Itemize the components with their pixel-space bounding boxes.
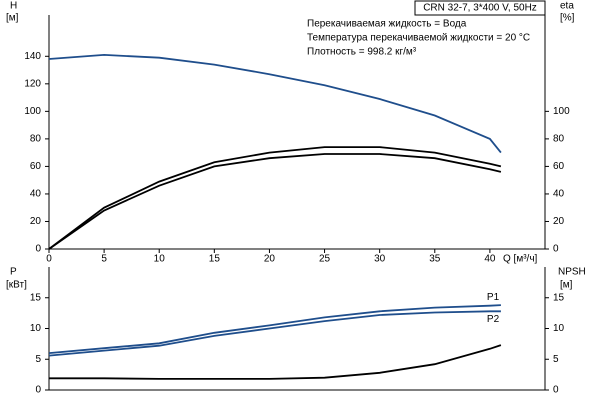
y-tick-label: 10	[30, 323, 42, 334]
x-tick-label: 35	[429, 254, 441, 265]
y2-unit: [м]	[560, 280, 573, 291]
y-tick-label: 0	[35, 244, 41, 255]
curve	[48, 304, 501, 354]
x-tick-label: 10	[154, 254, 166, 265]
y2-label: NPSH	[558, 267, 586, 278]
x-tick-label: 0	[46, 254, 52, 265]
y-label: H	[10, 1, 17, 12]
curve	[48, 310, 501, 357]
series-label: P2	[487, 314, 500, 325]
x-tick-label: 25	[319, 254, 331, 265]
curve	[48, 53, 502, 154]
x-tick-label: 15	[209, 254, 221, 265]
y-tick-label: 0	[35, 385, 41, 396]
y-tick-label: 5	[35, 354, 41, 365]
subtitle-box	[414, 0, 546, 16]
y-tick-label: 100	[24, 106, 41, 117]
y-unit: [кВт]	[6, 280, 27, 291]
y-tick-label: 40	[30, 189, 42, 200]
y2-tick-label: 0	[553, 385, 559, 396]
y2-tick-label: 15	[553, 292, 565, 303]
y2-label: eta	[560, 1, 574, 12]
curve	[48, 153, 502, 250]
y2-tick-label: 80	[553, 134, 565, 145]
x-tick-label: 5	[101, 254, 107, 265]
annotation: Перекачиваемая жидкость = Вода	[307, 19, 467, 30]
y-tick-label: 120	[24, 78, 41, 89]
y-unit: [м]	[6, 13, 19, 24]
y-tick-label: 15	[30, 292, 42, 303]
x-label: Q [м³/ч]	[503, 254, 538, 265]
y2-tick-label: 10	[553, 323, 565, 334]
y-tick-label: 140	[24, 51, 41, 62]
y-tick-label: 80	[30, 134, 42, 145]
y2-tick-label: 0	[553, 244, 559, 255]
y2-unit: [%]	[560, 13, 575, 24]
x-tick-label: 30	[374, 254, 386, 265]
x-tick-label: 20	[264, 254, 276, 265]
curve	[48, 146, 502, 250]
y2-tick-label: 100	[553, 106, 570, 117]
y-tick-label: 60	[30, 161, 42, 172]
y2-tick-label: 5	[553, 354, 559, 365]
y2-tick-label: 60	[553, 161, 565, 172]
annotation: Температура перекачиваемой жидкости = 20…	[307, 33, 530, 44]
y2-tick-label: 40	[553, 189, 565, 200]
y-label: P	[10, 267, 17, 278]
x-tick-label: 40	[484, 254, 496, 265]
series-label: P1	[487, 292, 500, 303]
subtitle: CRN 32-7, 3*400 V, 50Hz	[423, 3, 537, 14]
y2-tick-label: 20	[553, 216, 565, 227]
annotation: Плотность = 998.2 кг/м³	[307, 47, 417, 58]
y-tick-label: 20	[30, 216, 42, 227]
curve	[49, 344, 502, 380]
